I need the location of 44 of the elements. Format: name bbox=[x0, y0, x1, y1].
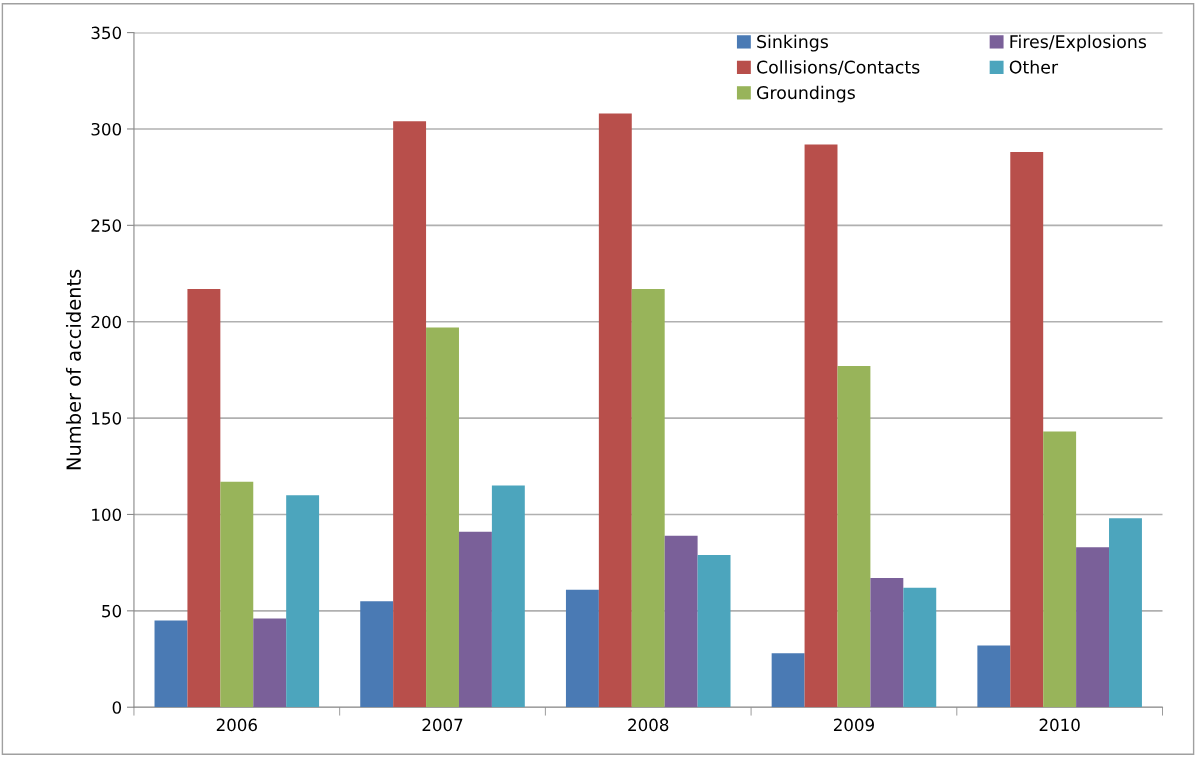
bar bbox=[903, 587, 937, 708]
y-tick-label: 300 bbox=[91, 122, 122, 136]
bar bbox=[664, 535, 698, 708]
y-tick-label: 250 bbox=[91, 219, 122, 232]
y-tick-label: 100 bbox=[92, 508, 122, 522]
y-tick-label: 0 bbox=[112, 701, 122, 714]
bar bbox=[220, 481, 254, 708]
bar bbox=[1076, 547, 1110, 708]
bar bbox=[837, 366, 871, 708]
bar bbox=[154, 620, 188, 708]
legend-label: Other bbox=[1009, 60, 1059, 74]
legend-label: Fires/Explosions bbox=[1010, 34, 1147, 52]
bar bbox=[771, 653, 805, 708]
bar bbox=[458, 531, 492, 708]
x-tick-label: 2010 bbox=[1039, 718, 1080, 732]
bar bbox=[598, 113, 632, 708]
bar bbox=[1010, 152, 1044, 708]
bar bbox=[187, 288, 221, 708]
x-tick-label: 2007 bbox=[422, 718, 463, 732]
x-tick-label: 2009 bbox=[833, 718, 874, 732]
bar bbox=[870, 578, 904, 708]
bar bbox=[977, 645, 1011, 708]
legend-label: Collisions/Contacts bbox=[757, 60, 920, 76]
bar bbox=[697, 554, 731, 708]
x-tick-label: 2008 bbox=[628, 718, 669, 732]
bar bbox=[253, 618, 287, 708]
legend-label: Groundings bbox=[757, 85, 855, 103]
bar bbox=[1043, 431, 1077, 708]
bar bbox=[491, 485, 525, 708]
bar bbox=[426, 327, 459, 708]
y-tick-label: 50 bbox=[102, 604, 122, 618]
y-axis-title: Number of accidents bbox=[65, 269, 82, 470]
bar bbox=[565, 589, 599, 708]
bar bbox=[286, 495, 320, 708]
legend-label: Sinkings bbox=[757, 34, 828, 52]
y-tick-label: 150 bbox=[92, 412, 122, 425]
bar bbox=[804, 144, 838, 708]
y-tick-label: 200 bbox=[91, 315, 122, 329]
bar bbox=[631, 288, 665, 708]
bar bbox=[360, 601, 394, 708]
bar bbox=[1109, 518, 1142, 708]
bar bbox=[393, 121, 427, 708]
y-tick-label: 350 bbox=[91, 26, 122, 40]
x-tick-label: 2006 bbox=[216, 718, 257, 732]
